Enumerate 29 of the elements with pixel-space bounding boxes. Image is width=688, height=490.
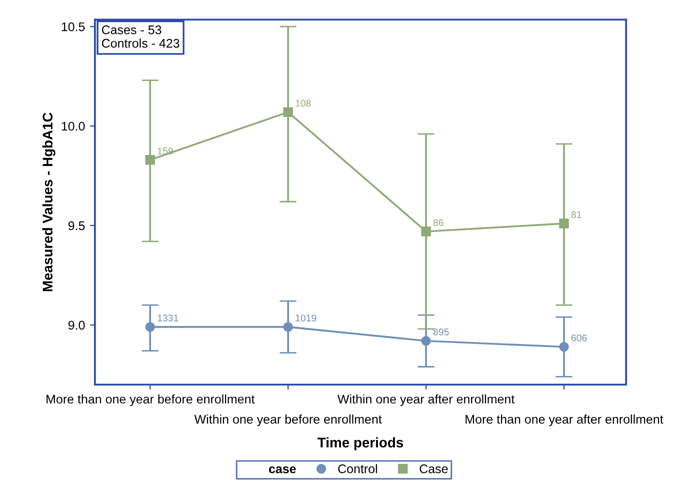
point [283, 322, 293, 332]
x-axis-title: Time periods [318, 437, 404, 450]
x-tick-label: Within one year after enrollment [338, 394, 515, 406]
y-tick-label: 10.5 [62, 22, 85, 32]
annotation: 895 [433, 328, 449, 336]
x-tick-label: More than one year after enrollment [466, 414, 664, 426]
x-tick-label: Within one year before enrollment [194, 414, 382, 426]
y-tick-label: 9.5 [68, 221, 85, 230]
y-axis-title: Measured Values - HgbA1C [42, 112, 56, 292]
annotation: 81 [571, 211, 582, 218]
x-tick-label: More than one year before enrollment [46, 394, 255, 406]
annotation: 108 [296, 100, 311, 107]
y-tick-label: 9.0 [68, 320, 85, 330]
point [559, 342, 569, 352]
annotation: 1331 [158, 314, 178, 322]
annotation: 606 [571, 334, 587, 342]
point [421, 226, 431, 236]
annotation: Cases - 53 Controls - 423 [102, 25, 180, 48]
point [145, 322, 155, 332]
legend-title: case [268, 466, 296, 474]
legend-label: Case [420, 464, 448, 474]
point [283, 107, 293, 117]
annotation: 1019 [296, 314, 316, 322]
annotation: 86 [433, 219, 444, 226]
y-tick-label: 10.0 [62, 122, 85, 131]
point [421, 336, 431, 346]
point [559, 218, 569, 228]
legend-label: Control [338, 464, 377, 474]
point [145, 154, 155, 165]
